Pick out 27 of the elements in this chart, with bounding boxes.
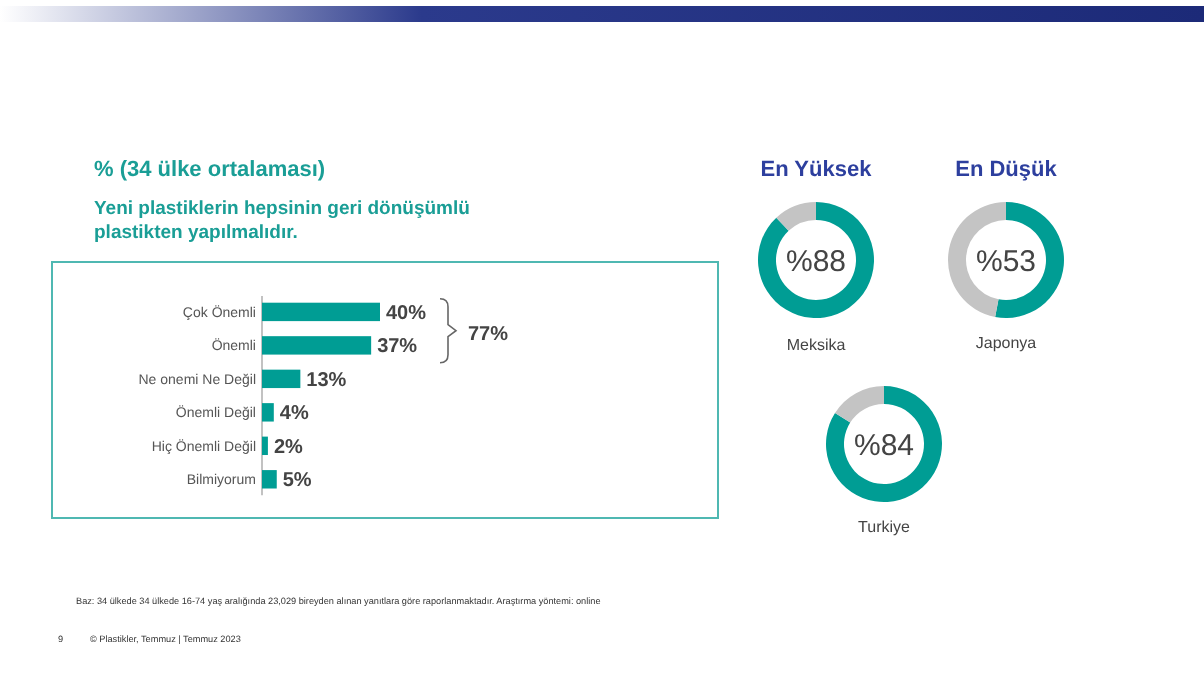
data-label: %88 — [785, 245, 847, 279]
chart-subtitle: Yeni plastiklerin hepsinin geri dönüşümlü plastikten yapılmalıdır. — [94, 198, 471, 244]
donut-slice — [826, 386, 942, 502]
bar — [262, 470, 277, 489]
text: 77% — [468, 324, 509, 347]
data-label: %53 — [975, 245, 1037, 279]
text: Turkiye — [858, 518, 912, 536]
donut-slice — [835, 386, 884, 423]
data-label: 13% — [306, 369, 347, 392]
text: Japonya — [975, 334, 1038, 352]
chart-title: En Yüksek — [760, 158, 874, 182]
bar — [262, 403, 274, 422]
data-label: 40% — [386, 302, 427, 325]
donut-slice — [758, 202, 874, 318]
bar — [262, 369, 301, 389]
data-label: 37% — [377, 336, 418, 359]
data-label: 2% — [273, 436, 304, 459]
data-label: %84 — [853, 429, 915, 463]
bar — [262, 302, 380, 322]
chart-title: En Düşük — [955, 158, 1059, 182]
bar — [262, 436, 268, 456]
donut-slice — [776, 202, 816, 231]
data-label: 4% — [279, 403, 309, 426]
text: Meksika — [786, 336, 847, 354]
chart-title: % (34 ülke ortalaması) — [94, 158, 326, 182]
data-label: 5% — [282, 470, 312, 493]
bar — [262, 336, 372, 355]
